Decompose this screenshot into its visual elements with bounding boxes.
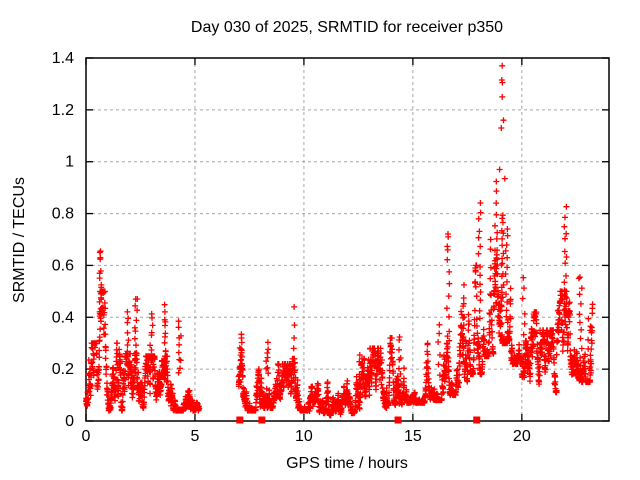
y-tick-label: 0.8 xyxy=(52,206,74,223)
x-tick-label: 10 xyxy=(295,428,313,445)
y-tick-label: 0.2 xyxy=(52,361,74,378)
y-tick-label: 0.6 xyxy=(52,257,74,274)
y-tick-label: 0 xyxy=(65,413,74,430)
axis-ticks xyxy=(85,57,609,422)
x-tick-label: 0 xyxy=(82,428,91,445)
x-axis-label: GPS time / hours xyxy=(286,455,408,472)
y-axis-label: SRMTID / TECUs xyxy=(11,177,28,303)
axis-square-marker xyxy=(394,416,402,424)
axis-square-marker xyxy=(258,416,266,424)
plot-frame xyxy=(85,57,610,422)
axis-square-marker xyxy=(236,416,244,424)
data-points xyxy=(83,62,596,419)
x-tick-label: 5 xyxy=(191,428,200,445)
y-tick-label: 0.4 xyxy=(52,309,74,326)
axis-square-marker xyxy=(473,416,481,424)
y-tick-labels: 0 0.2 0.4 0.6 0.8 1 1.2 1.4 xyxy=(52,50,74,430)
x-tick-labels: 0 5 10 15 20 xyxy=(82,428,531,445)
axis-markers xyxy=(236,416,481,424)
y-tick-label: 1.4 xyxy=(52,50,74,67)
y-tick-label: 1.2 xyxy=(52,102,74,119)
plot-border xyxy=(85,57,610,422)
x-tick-label: 15 xyxy=(404,428,422,445)
y-tick-label: 1 xyxy=(65,154,74,171)
chart-title: Day 030 of 2025, SRMTID for receiver p35… xyxy=(191,19,503,36)
x-tick-label: 20 xyxy=(513,428,531,445)
